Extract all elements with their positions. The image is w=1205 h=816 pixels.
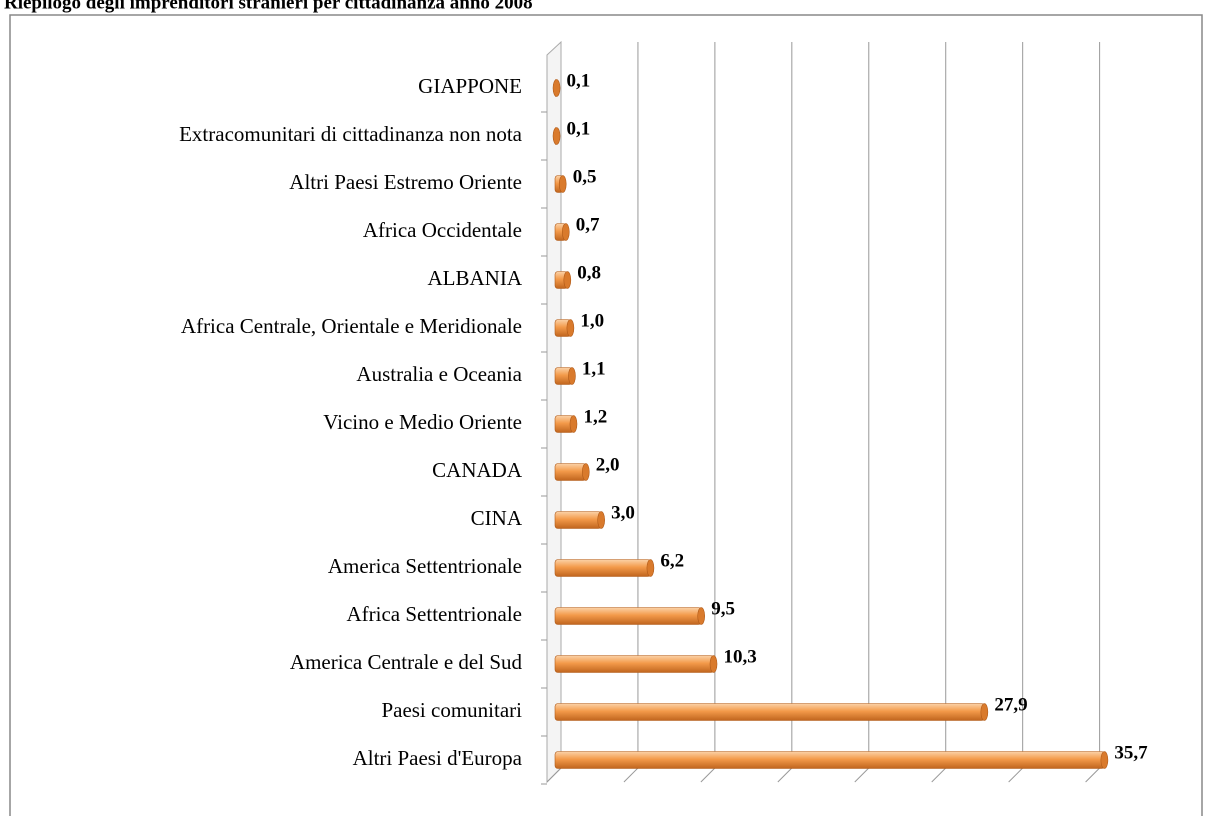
y-tick-label: Africa Occidentale xyxy=(363,218,522,242)
y-tick-label: CINA xyxy=(471,506,523,530)
y-tick-label: Australia e Oceania xyxy=(356,362,522,386)
y-tick-label: CANADA xyxy=(432,458,523,482)
y-tick-label: Africa Settentrionale xyxy=(346,602,522,626)
y-tick-label: Altri Paesi d'Europa xyxy=(353,746,523,770)
bar-cap xyxy=(552,127,561,145)
bar-cap xyxy=(646,559,655,577)
tick-mark xyxy=(546,767,562,783)
bar xyxy=(554,751,1105,769)
bar-cap xyxy=(597,511,605,529)
value-label: 0,1 xyxy=(567,118,591,139)
y-tick-label: ALBANIA xyxy=(428,266,523,290)
bar-cap xyxy=(581,463,590,481)
y-tick-label: America Centrale e del Sud xyxy=(290,650,523,674)
bar xyxy=(554,559,651,577)
value-label: 0,1 xyxy=(567,70,591,91)
chart-title: Riepilogo degli imprenditori stranieri p… xyxy=(4,0,533,13)
plot: GIAPPONE 0,1 Extracomunitari di cittadinan… xyxy=(179,40,1148,785)
tick-mark xyxy=(931,767,947,783)
bar-cap xyxy=(569,415,578,433)
y-tick-label: Altri Paesi Estremo Oriente xyxy=(289,170,522,194)
value-label: 0,8 xyxy=(577,262,601,283)
value-label: 1,1 xyxy=(582,358,606,379)
y-tick-label: Extracomunitari di cittadinanza non nota xyxy=(179,122,523,146)
bar-cap xyxy=(566,319,575,337)
y-tick-label: America Settentrionale xyxy=(328,554,522,578)
bar-cap xyxy=(561,223,570,241)
bar xyxy=(554,463,587,481)
value-label: 35,7 xyxy=(1114,742,1148,763)
value-label: 6,2 xyxy=(660,550,684,571)
tick-mark xyxy=(777,767,793,783)
value-label: 2,0 xyxy=(596,454,620,475)
value-label: 1,0 xyxy=(580,310,604,331)
y-tick-label: Africa Centrale, Orientale e Meridionale xyxy=(181,314,522,338)
bar xyxy=(554,607,702,625)
y-tick-label: GIAPPONE xyxy=(418,74,522,98)
bar xyxy=(554,655,714,673)
frame xyxy=(9,14,1203,816)
bar-cap xyxy=(980,703,989,721)
value-label: 1,2 xyxy=(583,406,607,427)
tick-mark xyxy=(1085,767,1100,783)
bar-cap xyxy=(697,607,705,625)
bar-cap xyxy=(563,271,572,289)
bar-cap xyxy=(1100,751,1109,769)
y-tick-label: Paesi comunitari xyxy=(381,698,522,722)
tick-mark xyxy=(700,767,716,783)
bar xyxy=(554,703,985,721)
bar-cap xyxy=(568,367,576,385)
value-label: 3,0 xyxy=(611,502,635,523)
tick-mark xyxy=(623,767,639,783)
bar xyxy=(554,511,602,529)
y-tick-label: Vicino e Medio Oriente xyxy=(323,410,522,434)
value-label: 0,5 xyxy=(573,166,597,187)
bar-cap xyxy=(709,655,718,673)
bar-cap xyxy=(558,175,567,193)
tick-mark xyxy=(854,767,870,783)
value-label: 10,3 xyxy=(724,646,757,667)
tick-mark xyxy=(1008,767,1024,783)
value-label: 27,9 xyxy=(994,694,1027,715)
bar-cap xyxy=(552,79,561,97)
value-label: 9,5 xyxy=(711,598,735,619)
value-label: 0,7 xyxy=(576,214,600,235)
